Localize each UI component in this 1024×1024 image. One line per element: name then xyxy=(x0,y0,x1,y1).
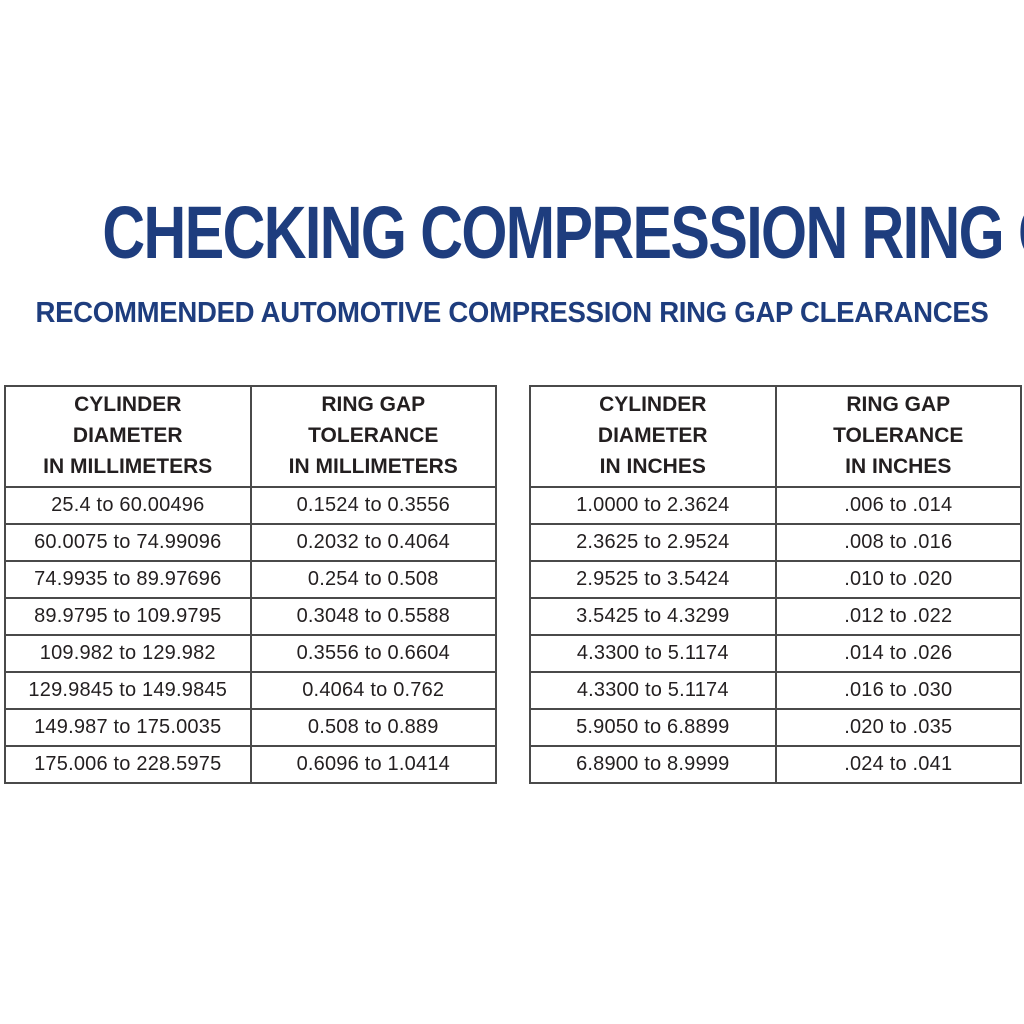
table-row: 5.9050 to 6.8899 .020 to .035 xyxy=(529,708,1022,747)
tolerance-cell: .012 to .022 xyxy=(774,597,1022,636)
tolerance-cell: 0.4064 to 0.762 xyxy=(249,671,497,710)
diameter-cell: 4.3300 to 5.1174 xyxy=(529,671,777,710)
tolerance-cell: 0.6096 to 1.0414 xyxy=(249,745,497,784)
tolerance-cell: 0.3556 to 0.6604 xyxy=(249,634,497,673)
tables-container: CYLINDER DIAMETER IN MILLIMETERS RING GA… xyxy=(4,385,1022,784)
diameter-cell: 6.8900 to 8.9999 xyxy=(529,745,777,784)
diameter-cell: 89.9795 to 109.9795 xyxy=(4,597,252,636)
diameter-cell: 4.3300 to 5.1174 xyxy=(529,634,777,673)
diameter-cell: 109.982 to 129.982 xyxy=(4,634,252,673)
table-header-inches: CYLINDER DIAMETER IN INCHES RING GAP TOL… xyxy=(529,385,1022,488)
diameter-cell: 175.006 to 228.5975 xyxy=(4,745,252,784)
page-title: CHECKING COMPRESSION RING GAPS xyxy=(102,191,1024,274)
diameter-cell: 60.0075 to 74.99096 xyxy=(4,523,252,562)
table-row: 4.3300 to 5.1174 .016 to .030 xyxy=(529,671,1022,710)
tolerance-cell: 0.3048 to 0.5588 xyxy=(249,597,497,636)
page-subtitle: RECOMMENDED AUTOMOTIVE COMPRESSION RING … xyxy=(35,297,989,329)
tolerance-cell: 0.1524 to 0.3556 xyxy=(249,486,497,525)
table-row: 2.9525 to 3.5424 .010 to .020 xyxy=(529,560,1022,599)
table-row: 1.0000 to 2.3624 .006 to .014 xyxy=(529,486,1022,525)
diameter-cell: 2.9525 to 3.5424 xyxy=(529,560,777,599)
tolerance-cell: .016 to .030 xyxy=(774,671,1022,710)
table-row: 89.9795 to 109.9795 0.3048 to 0.5588 xyxy=(4,597,497,636)
diameter-cell: 129.9845 to 149.9845 xyxy=(4,671,252,710)
table-row: 129.9845 to 149.9845 0.4064 to 0.762 xyxy=(4,671,497,710)
header-row: CYLINDER DIAMETER IN MILLIMETERS RING GA… xyxy=(4,385,497,488)
tolerance-cell: .010 to .020 xyxy=(774,560,1022,599)
table-row: 149.987 to 175.0035 0.508 to 0.889 xyxy=(4,708,497,747)
tolerance-cell: 0.2032 to 0.4064 xyxy=(249,523,497,562)
table-header-mm: CYLINDER DIAMETER IN MILLIMETERS RING GA… xyxy=(4,385,497,488)
diameter-cell: 1.0000 to 2.3624 xyxy=(529,486,777,525)
table-row: 175.006 to 228.5975 0.6096 to 1.0414 xyxy=(4,745,497,784)
table-row: 2.3625 to 2.9524 .008 to .016 xyxy=(529,523,1022,562)
diameter-cell: 2.3625 to 2.9524 xyxy=(529,523,777,562)
tolerance-cell: .008 to .016 xyxy=(774,523,1022,562)
table-row: 109.982 to 129.982 0.3556 to 0.6604 xyxy=(4,634,497,673)
tolerance-cell: .006 to .014 xyxy=(774,486,1022,525)
diameter-cell: 74.9935 to 89.97696 xyxy=(4,560,252,599)
table-body-mm: 25.4 to 60.00496 0.1524 to 0.3556 60.007… xyxy=(4,486,497,784)
column-header-ring-gap-tolerance-inches: RING GAP TOLERANCE IN INCHES xyxy=(774,385,1022,488)
diameter-cell: 5.9050 to 6.8899 xyxy=(529,708,777,747)
tolerance-cell: 0.508 to 0.889 xyxy=(249,708,497,747)
table-row: 25.4 to 60.00496 0.1524 to 0.3556 xyxy=(4,486,497,525)
tolerance-cell: .014 to .026 xyxy=(774,634,1022,673)
column-header-cylinder-diameter-mm: CYLINDER DIAMETER IN MILLIMETERS xyxy=(4,385,252,488)
diameter-cell: 25.4 to 60.00496 xyxy=(4,486,252,525)
column-header-cylinder-diameter-inches: CYLINDER DIAMETER IN INCHES xyxy=(529,385,777,488)
table-row: 60.0075 to 74.99096 0.2032 to 0.4064 xyxy=(4,523,497,562)
table-row: 74.9935 to 89.97696 0.254 to 0.508 xyxy=(4,560,497,599)
table-row: 4.3300 to 5.1174 .014 to .026 xyxy=(529,634,1022,673)
column-header-ring-gap-tolerance-mm: RING GAP TOLERANCE IN MILLIMETERS xyxy=(249,385,497,488)
table-row: 6.8900 to 8.9999 .024 to .041 xyxy=(529,745,1022,784)
table-row: 3.5425 to 4.3299 .012 to .022 xyxy=(529,597,1022,636)
table-body-inches: 1.0000 to 2.3624 .006 to .014 2.3625 to … xyxy=(529,486,1022,784)
diameter-cell: 149.987 to 175.0035 xyxy=(4,708,252,747)
ring-gap-table-inches: CYLINDER DIAMETER IN INCHES RING GAP TOL… xyxy=(529,385,1022,784)
tolerance-cell: .024 to .041 xyxy=(774,745,1022,784)
diameter-cell: 3.5425 to 4.3299 xyxy=(529,597,777,636)
header-row: CYLINDER DIAMETER IN INCHES RING GAP TOL… xyxy=(529,385,1022,488)
tolerance-cell: 0.254 to 0.508 xyxy=(249,560,497,599)
ring-gap-table-millimeters: CYLINDER DIAMETER IN MILLIMETERS RING GA… xyxy=(4,385,497,784)
tolerance-cell: .020 to .035 xyxy=(774,708,1022,747)
